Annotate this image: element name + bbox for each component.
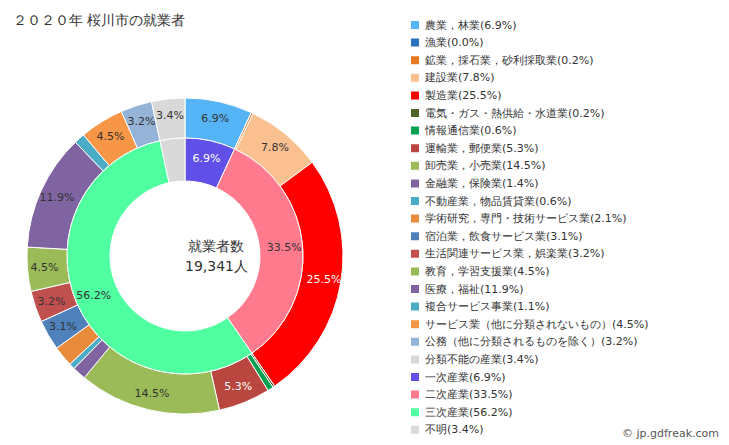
svg-text:卸売業，小売業(14.5%): 卸売業，小売業(14.5%)	[425, 159, 546, 172]
svg-text:3.4%: 3.4%	[156, 109, 184, 122]
svg-text:公務（他に分類されるものを除く）(3.2%): 公務（他に分類されるものを除く）(3.2%)	[425, 335, 638, 348]
svg-text:19,341人: 19,341人	[185, 258, 248, 274]
svg-text:製造業(25.5%): 製造業(25.5%)	[425, 89, 502, 102]
svg-text:運輸業，郵便業(5.3%): 運輸業，郵便業(5.3%)	[425, 142, 539, 155]
svg-text:56.2%: 56.2%	[76, 289, 111, 302]
svg-text:14.5%: 14.5%	[135, 387, 170, 400]
svg-text:農業，林業(6.9%): 農業，林業(6.9%)	[425, 19, 517, 32]
svg-text:4.5%: 4.5%	[97, 130, 125, 143]
svg-text:7.8%: 7.8%	[261, 141, 289, 154]
svg-text:鉱業，採石業，砂利採取業(0.2%): 鉱業，採石業，砂利採取業(0.2%)	[425, 54, 594, 67]
svg-text:教育，学習支援業(4.5%): 教育，学習支援業(4.5%)	[425, 265, 550, 278]
svg-text:学術研究，専門・技術サービス業(2.1%): 学術研究，専門・技術サービス業(2.1%)	[425, 212, 627, 225]
svg-text:3.1%: 3.1%	[49, 320, 77, 333]
svg-text:© jp.gdfreak.com: © jp.gdfreak.com	[622, 427, 719, 440]
svg-text:就業者数: 就業者数	[188, 238, 244, 254]
svg-text:生活関連サービス業，娯楽業(3.2%): 生活関連サービス業，娯楽業(3.2%)	[425, 247, 605, 260]
svg-text:二次産業(33.5%): 二次産業(33.5%)	[425, 388, 513, 401]
svg-text:4.5%: 4.5%	[31, 261, 59, 274]
svg-text:複合サービス事業(1.1%): 複合サービス事業(1.1%)	[425, 300, 550, 313]
svg-text:一次産業(6.9%): 一次産業(6.9%)	[425, 371, 506, 384]
svg-text:宿泊業，飲食サービス業(3.1%): 宿泊業，飲食サービス業(3.1%)	[425, 230, 583, 243]
svg-text:不明(3.4%): 不明(3.4%)	[425, 423, 484, 436]
svg-text:25.5%: 25.5%	[307, 273, 342, 286]
svg-text:２０２０年 桜川市の就業者: ２０２０年 桜川市の就業者	[13, 12, 185, 28]
svg-text:医療，福祉(11.9%): 医療，福祉(11.9%)	[425, 283, 524, 296]
svg-text:不動産業，物品賃貸業(0.6%): 不動産業，物品賃貸業(0.6%)	[425, 195, 572, 208]
svg-text:3.2%: 3.2%	[37, 295, 65, 308]
svg-text:三次産業(56.2%): 三次産業(56.2%)	[425, 406, 513, 419]
svg-text:6.9%: 6.9%	[192, 152, 220, 165]
svg-text:電気・ガス・熱供給・水道業(0.2%): 電気・ガス・熱供給・水道業(0.2%)	[425, 107, 605, 120]
svg-text:33.5%: 33.5%	[267, 241, 302, 254]
svg-text:金融業，保険業(1.4%): 金融業，保険業(1.4%)	[425, 177, 539, 190]
svg-text:分類不能の産業(3.4%): 分類不能の産業(3.4%)	[425, 353, 539, 366]
svg-text:建設業(7.8%): 建設業(7.8%)	[424, 71, 495, 84]
svg-text:3.2%: 3.2%	[127, 115, 155, 128]
svg-text:5.3%: 5.3%	[224, 380, 252, 393]
svg-text:情報通信業(0.6%): 情報通信業(0.6%)	[424, 124, 517, 137]
svg-text:6.9%: 6.9%	[201, 112, 229, 125]
svg-text:サービス業（他に分類されないもの）(4.5%): サービス業（他に分類されないもの）(4.5%)	[425, 318, 649, 331]
svg-text:11.9%: 11.9%	[39, 191, 74, 204]
svg-text:漁業(0.0%): 漁業(0.0%)	[425, 36, 484, 49]
